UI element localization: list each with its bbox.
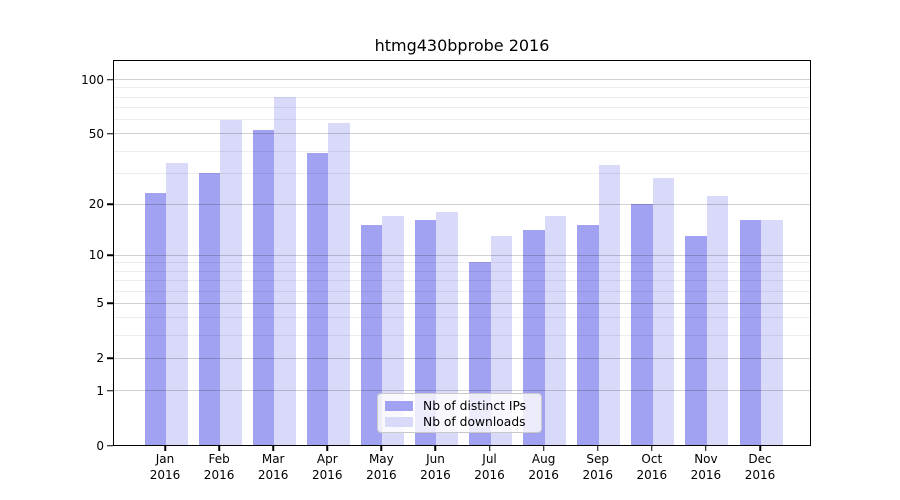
bar-jan-2016-distinct-ips <box>144 193 166 445</box>
bar-aug-2016-downloads <box>544 215 567 445</box>
x-tick-mark <box>488 446 491 451</box>
bar-sep-2016-distinct-ips <box>577 225 599 445</box>
x-tick-label: Jul 2016 <box>474 452 505 482</box>
y-tick-label: 20 <box>88 197 104 212</box>
y-tick-mark <box>107 78 113 81</box>
bar-apr-2016-distinct-ips <box>306 152 329 445</box>
bar-may-2016-downloads <box>382 215 404 445</box>
y-tick-mark <box>107 357 113 360</box>
bar-jun-2016-downloads <box>436 211 458 445</box>
x-tick-label: Jan 2016 <box>149 452 181 482</box>
x-tick-mark <box>596 446 599 451</box>
bar-mar-2016-distinct-ips <box>252 130 275 445</box>
x-tick-label: Mar 2016 <box>257 452 289 482</box>
y-tick-mark <box>107 254 113 257</box>
x-tick-label: Dec 2016 <box>744 452 776 482</box>
x-tick-label: Aug 2016 <box>528 452 559 482</box>
legend: Nb of distinct IPs Nb of downloads <box>377 393 542 433</box>
x-tick-mark <box>164 446 166 451</box>
bar-oct-2016-downloads <box>652 178 675 445</box>
y-tick-mark <box>107 389 113 392</box>
legend-item-distinct-ips: Nb of distinct IPs <box>385 398 541 414</box>
y-tick-mark <box>107 132 113 135</box>
y-tick-mark <box>107 302 113 305</box>
x-tick-mark <box>218 446 220 451</box>
x-tick-mark <box>705 446 707 451</box>
x-tick-label: Sep 2016 <box>582 452 613 482</box>
bar-jan-2016-downloads <box>166 163 188 445</box>
bar-jun-2016-distinct-ips <box>414 220 437 445</box>
legend-swatch-downloads <box>385 417 413 427</box>
bar-feb-2016-downloads <box>220 120 242 445</box>
x-tick-label: Nov 2016 <box>690 452 722 482</box>
bar-dec-2016-downloads <box>761 220 783 445</box>
bar-jul-2016-downloads <box>490 235 513 445</box>
x-tick-mark <box>542 446 545 451</box>
x-tick-label: Apr 2016 <box>311 452 343 482</box>
x-tick-mark <box>380 446 383 451</box>
plot-area <box>113 60 811 446</box>
chart-title: htmg430bprobe 2016 <box>374 36 550 55</box>
x-tick-label: Oct 2016 <box>636 452 668 482</box>
bars-layer <box>114 61 810 445</box>
y-tick-label: 100 <box>81 72 104 87</box>
bar-oct-2016-distinct-ips <box>631 203 653 445</box>
legend-item-downloads: Nb of downloads <box>385 414 541 430</box>
bar-sep-2016-downloads <box>598 165 621 445</box>
y-tick-label: 10 <box>88 248 104 263</box>
y-tick-label: 50 <box>88 126 104 141</box>
legend-label-downloads: Nb of downloads <box>423 415 526 429</box>
y-tick-mark <box>107 444 113 447</box>
x-tick-label: Jun 2016 <box>420 452 451 482</box>
y-tick-mark <box>107 203 113 205</box>
bar-nov-2016-distinct-ips <box>685 235 707 445</box>
x-tick-label: Feb 2016 <box>203 452 235 482</box>
y-tick-label: 2 <box>96 351 104 366</box>
y-tick-label: 0 <box>96 438 104 453</box>
y-tick-label: 1 <box>96 383 104 398</box>
x-tick-mark <box>434 446 437 451</box>
bar-nov-2016-downloads <box>706 196 729 445</box>
bar-mar-2016-downloads <box>274 96 296 445</box>
bar-feb-2016-distinct-ips <box>198 172 221 445</box>
y-tick-label: 5 <box>96 296 104 311</box>
x-tick-label: May 2016 <box>366 452 397 482</box>
x-tick-mark <box>272 446 274 451</box>
bar-may-2016-distinct-ips <box>360 225 383 445</box>
legend-swatch-distinct-ips <box>385 401 413 411</box>
x-tick-mark <box>759 446 761 451</box>
x-tick-mark <box>326 446 329 451</box>
bar-apr-2016-downloads <box>328 123 350 445</box>
x-tick-mark <box>651 446 653 451</box>
bar-dec-2016-distinct-ips <box>739 220 761 445</box>
bar-aug-2016-distinct-ips <box>523 230 545 445</box>
legend-label-distinct-ips: Nb of distinct IPs <box>423 399 527 413</box>
